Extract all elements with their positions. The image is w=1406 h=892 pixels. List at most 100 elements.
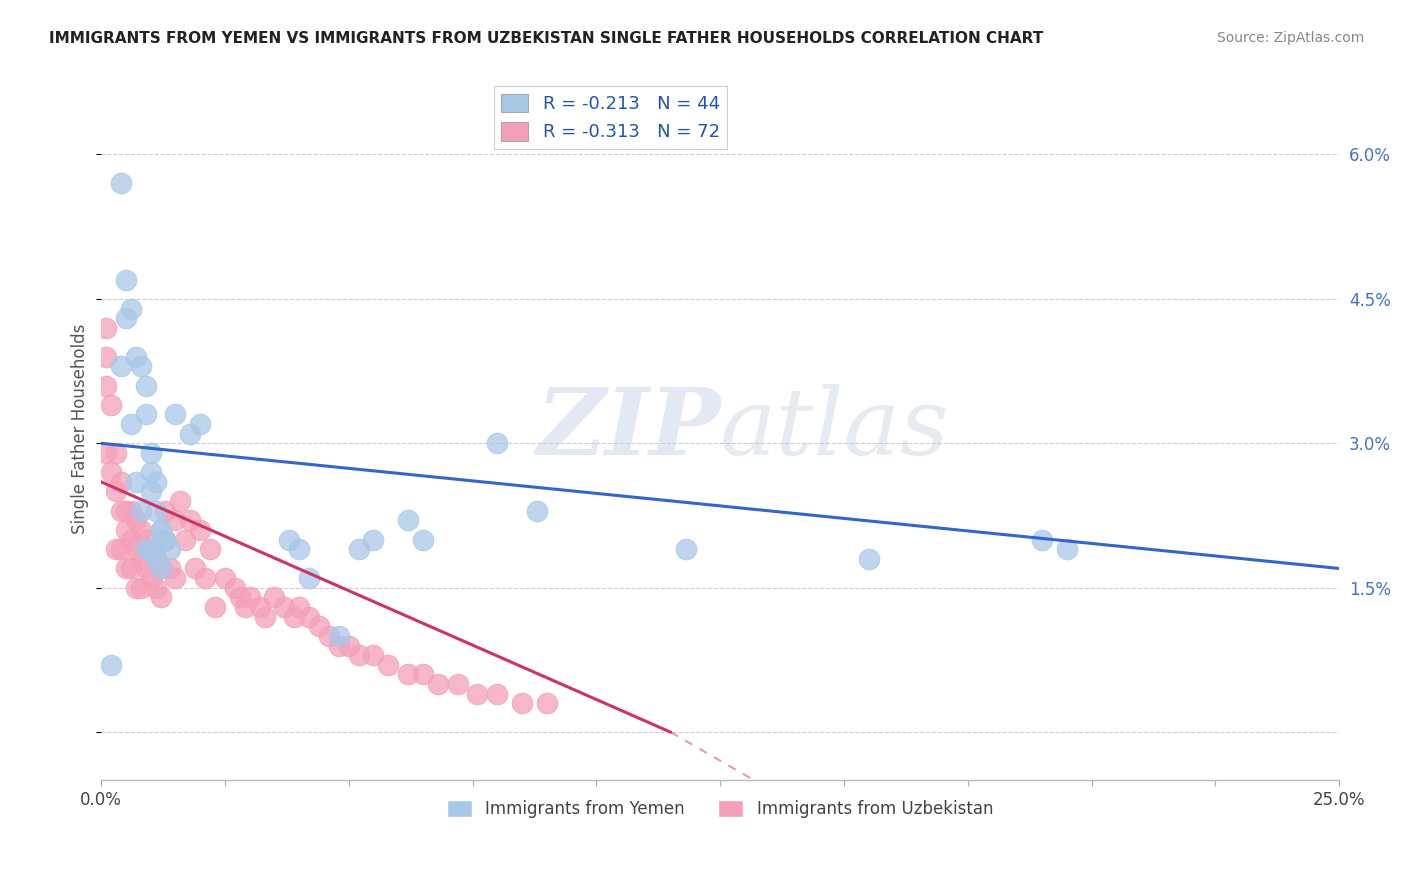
Point [155, 504, 177, 518]
Point [288, 599, 311, 614]
Point [363, 533, 385, 547]
Point [165, 571, 187, 585]
Point [129, 504, 152, 518]
Point [149, 561, 172, 575]
Point [347, 542, 370, 557]
Point [253, 609, 276, 624]
Point [94, 378, 117, 392]
Point [396, 667, 419, 681]
Point [135, 408, 157, 422]
Point [233, 599, 256, 614]
Point [412, 667, 434, 681]
Point [149, 561, 172, 575]
Point [129, 581, 152, 595]
Point [165, 408, 187, 422]
Point [125, 542, 148, 557]
Point [278, 533, 301, 547]
Point [155, 533, 177, 547]
Point [165, 513, 187, 527]
Point [159, 542, 181, 557]
Point [139, 465, 162, 479]
Point [204, 599, 226, 614]
Point [224, 581, 246, 595]
Point [139, 571, 162, 585]
Point [308, 619, 330, 633]
Point [120, 417, 142, 431]
Point [115, 561, 138, 575]
Point [120, 301, 142, 316]
Point [1031, 533, 1053, 547]
Point [115, 272, 138, 286]
Point [396, 513, 419, 527]
Point [467, 687, 489, 701]
Point [536, 696, 558, 710]
Point [135, 542, 157, 557]
Point [283, 609, 305, 624]
Point [110, 177, 132, 191]
Point [426, 677, 449, 691]
Point [184, 561, 207, 575]
Point [412, 533, 434, 547]
Point [110, 359, 132, 374]
Text: IMMIGRANTS FROM YEMEN VS IMMIGRANTS FROM UZBEKISTAN SINGLE FATHER HOUSEHOLDS COR: IMMIGRANTS FROM YEMEN VS IMMIGRANTS FROM… [49, 31, 1043, 46]
Point [486, 436, 509, 450]
Point [377, 657, 399, 672]
Point [159, 561, 181, 575]
Point [149, 523, 172, 537]
Point [318, 629, 340, 643]
Point [347, 648, 370, 662]
Point [135, 378, 157, 392]
Text: atlas: atlas [720, 384, 949, 474]
Point [145, 581, 167, 595]
Point [447, 677, 470, 691]
Point [198, 542, 221, 557]
Point [110, 504, 132, 518]
Point [229, 591, 252, 605]
Point [273, 599, 295, 614]
Point [125, 513, 148, 527]
Point [139, 542, 162, 557]
Point [104, 484, 127, 499]
Point [179, 426, 201, 441]
Point [139, 446, 162, 460]
Point [125, 350, 148, 364]
Text: ZIP: ZIP [536, 384, 720, 474]
Point [149, 523, 172, 537]
Point [100, 657, 122, 672]
Point [120, 533, 142, 547]
Point [1056, 542, 1078, 557]
Text: Source: ZipAtlas.com: Source: ZipAtlas.com [1216, 31, 1364, 45]
Point [135, 533, 157, 547]
Point [169, 494, 191, 508]
Point [135, 561, 157, 575]
Point [174, 533, 197, 547]
Point [298, 609, 321, 624]
Point [125, 475, 148, 489]
Point [100, 398, 122, 412]
Point [214, 571, 236, 585]
Point [104, 542, 127, 557]
Point [363, 648, 385, 662]
Point [129, 359, 152, 374]
Point [104, 446, 127, 460]
Point [145, 504, 167, 518]
Point [288, 542, 311, 557]
Point [115, 311, 138, 326]
Point [139, 542, 162, 557]
Point [110, 475, 132, 489]
Point [526, 504, 548, 518]
Point [145, 552, 167, 566]
Point [120, 561, 142, 575]
Point [129, 523, 152, 537]
Legend: Immigrants from Yemen, Immigrants from Uzbekistan: Immigrants from Yemen, Immigrants from U… [440, 793, 1000, 825]
Point [115, 504, 138, 518]
Point [155, 533, 177, 547]
Point [129, 552, 152, 566]
Point [179, 513, 201, 527]
Point [149, 591, 172, 605]
Point [510, 696, 533, 710]
Point [486, 687, 509, 701]
Point [298, 571, 321, 585]
Point [115, 523, 138, 537]
Point [188, 523, 211, 537]
